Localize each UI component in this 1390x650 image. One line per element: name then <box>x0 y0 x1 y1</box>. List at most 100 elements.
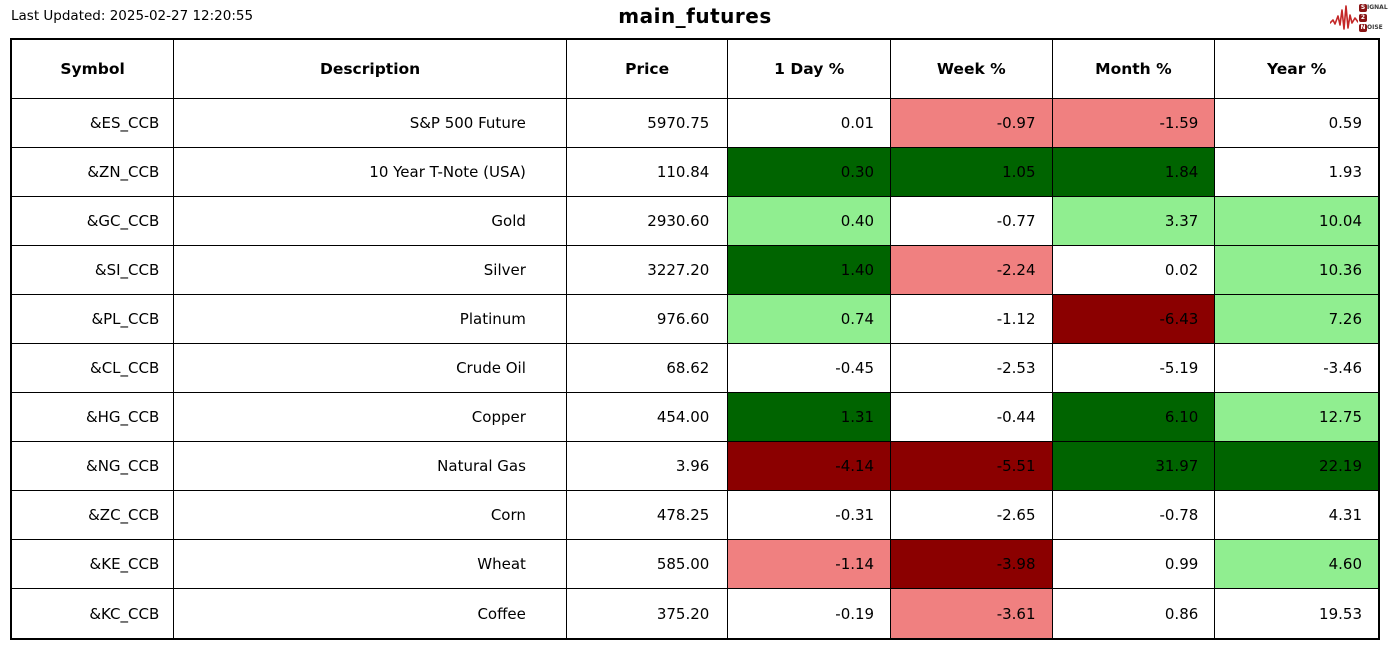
table-row: &SI_CCB Silver 3227.20 1.40 -2.24 0.02 10.36 <box>10 245 1380 296</box>
table-row: &KE_CCB Wheat 585.00 -1.14 -3.98 0.99 4.60 <box>10 539 1380 590</box>
change-cell: 1.84 <box>1051 147 1216 198</box>
symbol-cell: &KE_CCB <box>10 539 175 590</box>
logo-rest-oise: OISE <box>1367 24 1383 31</box>
table-row: &CL_CCB Crude Oil 68.62 -0.45 -2.53 -5.19 -3.4… <box>10 343 1380 394</box>
symbol-cell: &ZN_CCB <box>10 147 175 198</box>
change-cell: 0.86 <box>1051 588 1216 640</box>
change-cell: 0.99 <box>1051 539 1216 590</box>
description-cell: Silver <box>173 245 567 296</box>
change-cell: 7.26 <box>1214 294 1380 345</box>
price-cell: 3.96 <box>565 441 729 492</box>
price-cell: 454.00 <box>565 392 729 443</box>
signal2noise-logo: S IGNAL 2 N OISE <box>1330 2 1388 34</box>
column-header: 1 Day % <box>727 38 892 99</box>
change-cell: -3.61 <box>890 588 1053 640</box>
change-cell: 1.93 <box>1214 147 1380 198</box>
change-cell: 0.01 <box>727 97 892 149</box>
change-cell: -0.97 <box>890 97 1053 149</box>
change-cell: -2.24 <box>890 245 1053 296</box>
logo-line-noise: N OISE <box>1359 24 1388 33</box>
change-cell: -4.14 <box>727 441 892 492</box>
change-cell: -5.51 <box>890 441 1053 492</box>
table-row: &HG_CCB Copper 454.00 1.31 -0.44 6.10 12.75 <box>10 392 1380 443</box>
change-cell: -0.31 <box>727 490 892 541</box>
table-row: &PL_CCB Platinum 976.60 0.74 -1.12 -6.43 7.26 <box>10 294 1380 345</box>
description-cell: Gold <box>173 196 567 247</box>
change-cell: -2.53 <box>890 343 1053 394</box>
column-header: Description <box>173 38 567 99</box>
page-title: main_futures <box>618 4 772 28</box>
change-cell: -1.59 <box>1051 97 1216 149</box>
waveform-icon <box>1330 5 1358 30</box>
column-header: Month % <box>1051 38 1216 99</box>
column-header: Week % <box>890 38 1053 99</box>
description-cell: Corn <box>173 490 567 541</box>
logo-line-2: 2 <box>1359 14 1388 23</box>
change-cell: 22.19 <box>1214 441 1380 492</box>
table-row: &NG_CCB Natural Gas 3.96 -4.14 -5.51 31.97 22.… <box>10 441 1380 492</box>
change-cell: -1.12 <box>890 294 1053 345</box>
table-row: &KC_CCB Coffee 375.20 -0.19 -3.61 0.86 19.53 <box>10 588 1380 640</box>
symbol-cell: &HG_CCB <box>10 392 175 443</box>
change-cell: -5.19 <box>1051 343 1216 394</box>
price-cell: 976.60 <box>565 294 729 345</box>
table-row: &ZC_CCB Corn 478.25 -0.31 -2.65 -0.78 4.31 <box>10 490 1380 541</box>
change-cell: -1.14 <box>727 539 892 590</box>
change-cell: 0.30 <box>727 147 892 198</box>
logo-letter-s: S <box>1359 4 1367 12</box>
symbol-cell: &PL_CCB <box>10 294 175 345</box>
description-cell: Crude Oil <box>173 343 567 394</box>
column-header: Symbol <box>10 38 175 99</box>
symbol-cell: &SI_CCB <box>10 245 175 296</box>
logo-letter-n: N <box>1359 24 1367 32</box>
change-cell: -0.44 <box>890 392 1053 443</box>
change-cell: -0.45 <box>727 343 892 394</box>
change-cell: -6.43 <box>1051 294 1216 345</box>
logo-line-signal: S IGNAL <box>1359 4 1388 13</box>
change-cell: 0.40 <box>727 196 892 247</box>
table-header-row: Symbol Description Price 1 Day % Week % Month… <box>10 38 1380 99</box>
change-cell: 6.10 <box>1051 392 1216 443</box>
column-header: Year % <box>1214 38 1380 99</box>
description-cell: Natural Gas <box>173 441 567 492</box>
price-cell: 3227.20 <box>565 245 729 296</box>
change-cell: 3.37 <box>1051 196 1216 247</box>
table-row: &ES_CCB S&P 500 Future 5970.75 0.01 -0.97 -1.… <box>10 97 1380 149</box>
change-cell: 12.75 <box>1214 392 1380 443</box>
price-cell: 5970.75 <box>565 97 729 149</box>
change-cell: 0.59 <box>1214 97 1380 149</box>
price-cell: 2930.60 <box>565 196 729 247</box>
description-cell: S&P 500 Future <box>173 97 567 149</box>
change-cell: -3.98 <box>890 539 1053 590</box>
symbol-cell: &ES_CCB <box>10 97 175 149</box>
change-cell: -0.77 <box>890 196 1053 247</box>
change-cell: -0.19 <box>727 588 892 640</box>
change-cell: 4.31 <box>1214 490 1380 541</box>
symbol-cell: &CL_CCB <box>10 343 175 394</box>
table-row: &ZN_CCB 10 Year T-Note (USA) 110.84 0.30 1.0… <box>10 147 1380 198</box>
change-cell: -3.46 <box>1214 343 1380 394</box>
price-cell: 110.84 <box>565 147 729 198</box>
change-cell: 19.53 <box>1214 588 1380 640</box>
change-cell: 31.97 <box>1051 441 1216 492</box>
price-cell: 585.00 <box>565 539 729 590</box>
price-cell: 68.62 <box>565 343 729 394</box>
change-cell: 1.40 <box>727 245 892 296</box>
description-cell: Coffee <box>173 588 567 640</box>
table-row: &GC_CCB Gold 2930.60 0.40 -0.77 3.37 10.04 <box>10 196 1380 247</box>
symbol-cell: &ZC_CCB <box>10 490 175 541</box>
change-cell: -2.65 <box>890 490 1053 541</box>
description-cell: Copper <box>173 392 567 443</box>
change-cell: 1.31 <box>727 392 892 443</box>
price-cell: 375.20 <box>565 588 729 640</box>
change-cell: 4.60 <box>1214 539 1380 590</box>
symbol-cell: &GC_CCB <box>10 196 175 247</box>
logo-text: S IGNAL 2 N OISE <box>1359 4 1388 33</box>
change-cell: 1.05 <box>890 147 1053 198</box>
change-cell: 10.04 <box>1214 196 1380 247</box>
description-cell: Wheat <box>173 539 567 590</box>
futures-table: Symbol Description Price 1 Day % Week % Month… <box>10 38 1380 640</box>
logo-letter-2: 2 <box>1359 14 1367 22</box>
change-cell: 0.74 <box>727 294 892 345</box>
symbol-cell: &KC_CCB <box>10 588 175 640</box>
